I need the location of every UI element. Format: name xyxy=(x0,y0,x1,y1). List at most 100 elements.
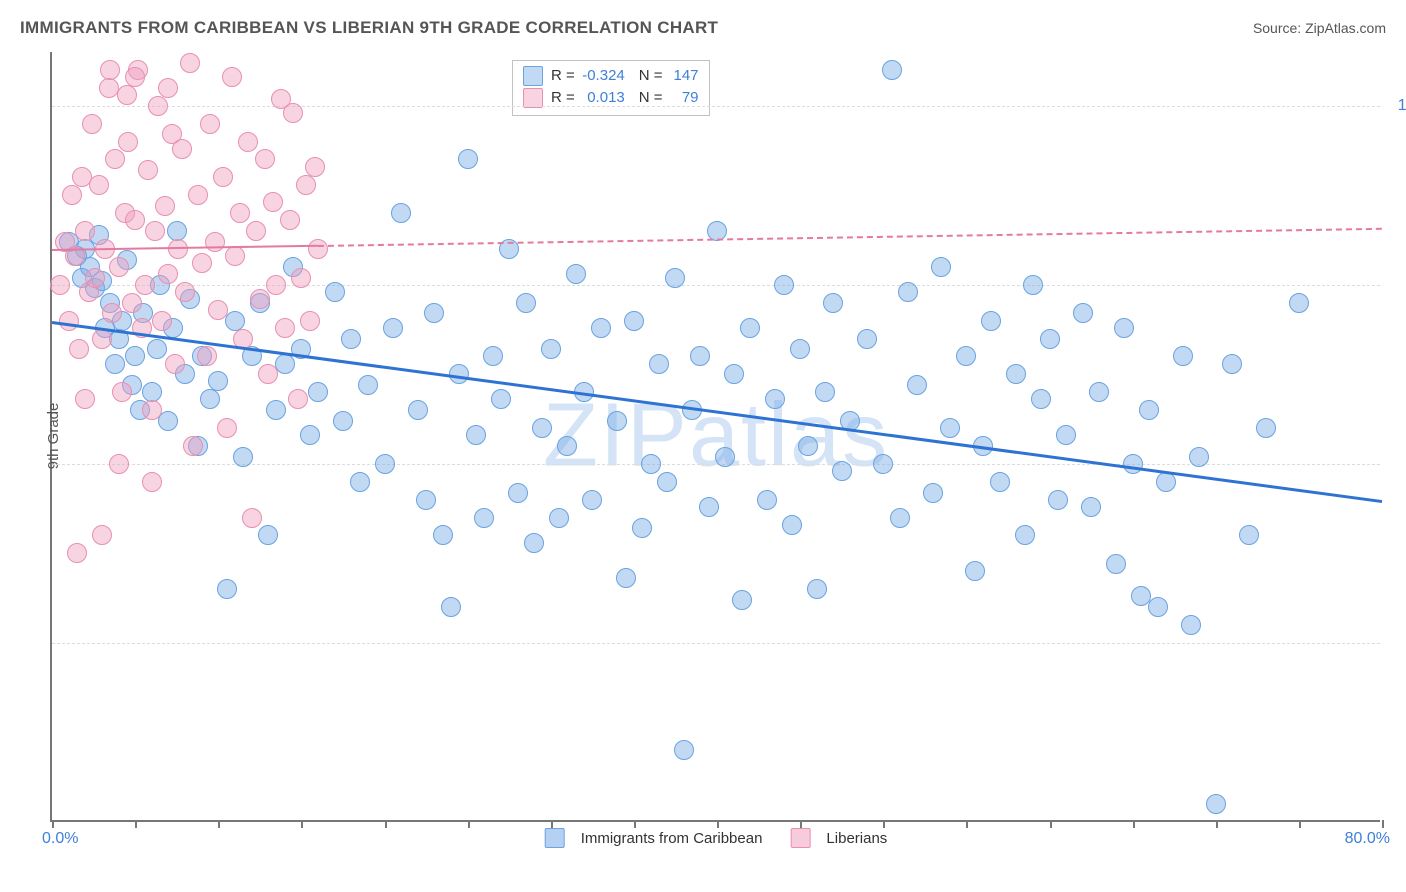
x-tick xyxy=(800,820,802,828)
scatter-point xyxy=(566,264,586,284)
scatter-point xyxy=(774,275,794,295)
scatter-point xyxy=(931,257,951,277)
stats-legend: R = -0.324N = 147R = 0.013N = 79 xyxy=(512,60,710,116)
y-tick-label: 95.0% xyxy=(1388,276,1406,294)
scatter-point xyxy=(1189,447,1209,467)
x-tick xyxy=(301,820,303,828)
scatter-point xyxy=(424,303,444,323)
scatter-point xyxy=(1106,554,1126,574)
scatter-point xyxy=(549,508,569,528)
scatter-point xyxy=(483,346,503,366)
trend-line xyxy=(318,227,1382,246)
scatter-point xyxy=(532,418,552,438)
x-tick xyxy=(966,820,968,828)
scatter-point xyxy=(923,483,943,503)
x-axis-max-label: 80.0% xyxy=(1345,830,1390,848)
scatter-point xyxy=(981,311,1001,331)
scatter-point xyxy=(109,257,129,277)
gridline xyxy=(52,643,1380,644)
legend-r-label: R = xyxy=(551,65,575,87)
scatter-point xyxy=(222,67,242,87)
bottom-legend-item: Immigrants from Caribbean xyxy=(545,828,763,848)
scatter-point xyxy=(300,311,320,331)
scatter-point xyxy=(333,411,353,431)
scatter-point xyxy=(790,339,810,359)
scatter-point xyxy=(1023,275,1043,295)
x-tick xyxy=(135,820,137,828)
scatter-point xyxy=(258,364,278,384)
scatter-point xyxy=(715,447,735,467)
scatter-point xyxy=(1031,389,1051,409)
scatter-point xyxy=(255,149,275,169)
scatter-point xyxy=(1015,525,1035,545)
scatter-point xyxy=(208,371,228,391)
scatter-point xyxy=(657,472,677,492)
x-tick xyxy=(218,820,220,828)
scatter-point xyxy=(1114,318,1134,338)
scatter-point xyxy=(233,447,253,467)
gridline xyxy=(52,106,1380,107)
scatter-point xyxy=(158,411,178,431)
scatter-point xyxy=(217,418,237,438)
scatter-point xyxy=(541,339,561,359)
scatter-point xyxy=(1206,794,1226,814)
scatter-point xyxy=(1222,354,1242,374)
scatter-point xyxy=(69,339,89,359)
scatter-point xyxy=(416,490,436,510)
scatter-point xyxy=(165,354,185,374)
x-tick xyxy=(1299,820,1301,828)
scatter-point xyxy=(59,311,79,331)
scatter-point xyxy=(383,318,403,338)
scatter-point xyxy=(246,221,266,241)
scatter-point xyxy=(632,518,652,538)
scatter-point xyxy=(641,454,661,474)
scatter-point xyxy=(238,132,258,152)
legend-swatch xyxy=(545,828,565,848)
scatter-point xyxy=(873,454,893,474)
scatter-point xyxy=(557,436,577,456)
scatter-point xyxy=(155,196,175,216)
scatter-point xyxy=(616,568,636,588)
x-tick xyxy=(634,820,636,828)
scatter-point xyxy=(75,221,95,241)
scatter-point xyxy=(408,400,428,420)
scatter-point xyxy=(524,533,544,553)
x-tick xyxy=(551,820,553,828)
scatter-point xyxy=(99,78,119,98)
scatter-point xyxy=(1173,346,1193,366)
scatter-point xyxy=(956,346,976,366)
y-tick-label: 100.0% xyxy=(1388,97,1406,115)
scatter-point xyxy=(105,354,125,374)
scatter-point xyxy=(300,425,320,445)
scatter-point xyxy=(183,436,203,456)
scatter-point xyxy=(197,346,217,366)
scatter-point xyxy=(798,436,818,456)
scatter-point xyxy=(516,293,536,313)
scatter-point xyxy=(200,114,220,134)
scatter-point xyxy=(466,425,486,445)
x-tick xyxy=(1050,820,1052,828)
scatter-point xyxy=(62,185,82,205)
x-tick xyxy=(717,820,719,828)
scatter-point xyxy=(1073,303,1093,323)
scatter-point xyxy=(152,311,172,331)
scatter-point xyxy=(217,579,237,599)
scatter-point xyxy=(890,508,910,528)
scatter-point xyxy=(118,132,138,152)
x-tick xyxy=(385,820,387,828)
scatter-point xyxy=(102,303,122,323)
scatter-point xyxy=(82,114,102,134)
bottom-legend: Immigrants from CaribbeanLiberians xyxy=(545,828,888,848)
scatter-point xyxy=(145,221,165,241)
scatter-point xyxy=(358,375,378,395)
scatter-point xyxy=(85,268,105,288)
scatter-point xyxy=(965,561,985,581)
scatter-point xyxy=(142,400,162,420)
scatter-point xyxy=(158,264,178,284)
scatter-point xyxy=(1006,364,1026,384)
y-tick-label: 85.0% xyxy=(1388,634,1406,652)
x-tick xyxy=(1133,820,1135,828)
y-axis-label: 9th Grade xyxy=(45,403,62,470)
scatter-point xyxy=(990,472,1010,492)
scatter-point xyxy=(807,579,827,599)
